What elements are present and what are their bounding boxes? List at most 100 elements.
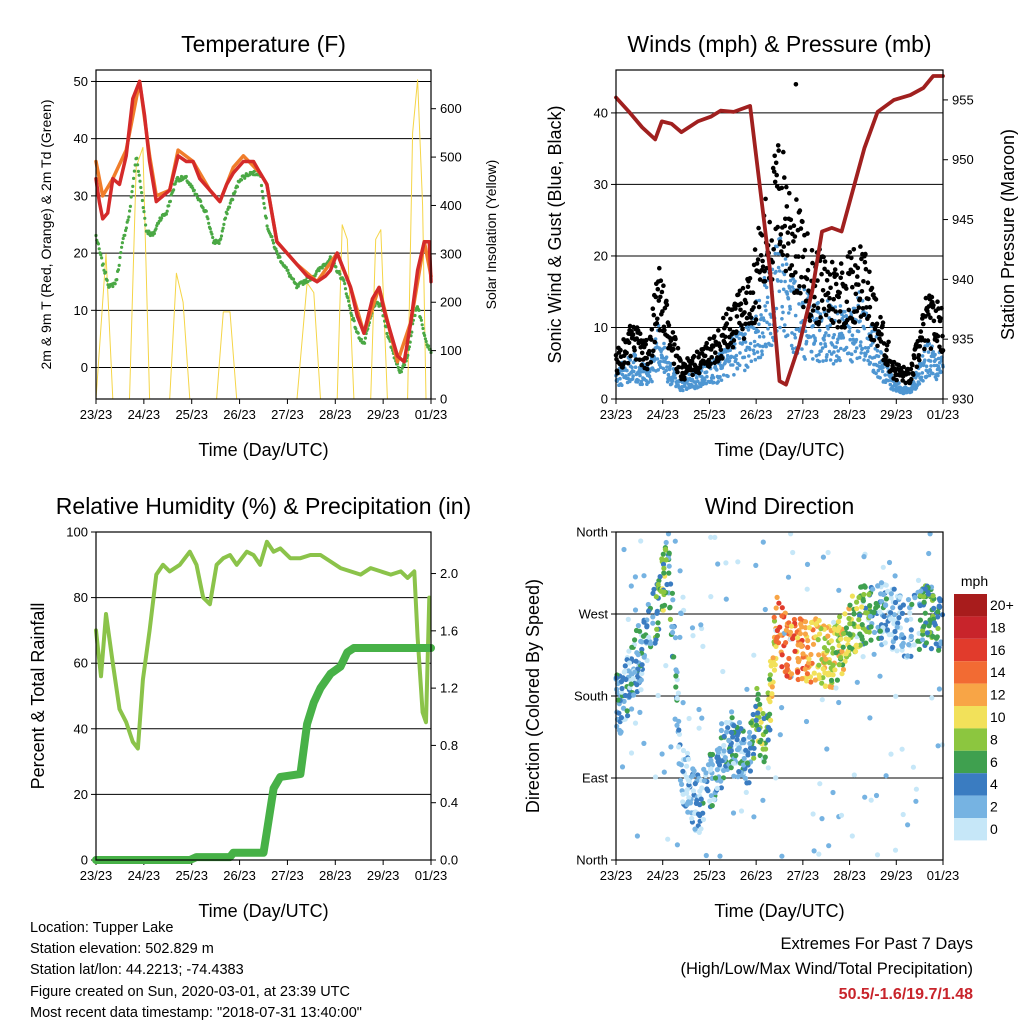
- gust-point: [660, 309, 665, 314]
- wind-point: [804, 339, 809, 344]
- direction-point: [735, 746, 741, 753]
- pressure-line: [614, 74, 945, 387]
- wind-point: [746, 328, 751, 332]
- direction-point: [616, 710, 622, 716]
- gust-point: [637, 331, 643, 337]
- wind-point: [787, 311, 791, 315]
- direction-point: [799, 676, 805, 682]
- gust-point: [627, 323, 633, 329]
- wind-point: [841, 335, 846, 340]
- direction-point: [650, 620, 656, 626]
- gust-point: [775, 143, 781, 148]
- gust-point: [928, 315, 933, 321]
- y2-tick-label: 945: [952, 212, 974, 227]
- gust-point: [691, 353, 697, 359]
- direction-point: [871, 651, 877, 657]
- direction-point: [673, 673, 679, 679]
- gust-point: [864, 305, 869, 310]
- y2-tick-label: 400: [440, 198, 462, 213]
- direction-point: [753, 703, 759, 710]
- direction-point: [634, 833, 641, 839]
- dewpoint-series-point: [239, 178, 244, 182]
- gust-point: [708, 361, 713, 367]
- gust-point: [858, 244, 863, 249]
- gust-point: [875, 343, 880, 349]
- gust-point: [789, 263, 795, 268]
- direction-point: [877, 628, 884, 634]
- gust-point: [838, 261, 844, 266]
- direction-point: [835, 628, 841, 634]
- direction-point: [773, 775, 779, 781]
- dewpoint-series-point: [135, 156, 139, 160]
- dewpoint-series-point: [344, 292, 348, 296]
- gust-point: [886, 339, 891, 345]
- direction-point: [653, 637, 659, 643]
- direction-point: [698, 622, 704, 628]
- gust-point: [679, 365, 685, 370]
- direction-point: [830, 672, 836, 678]
- gust-point: [652, 339, 658, 345]
- dewpoint-series-point: [270, 235, 274, 239]
- direction-point: [773, 605, 779, 611]
- gust-point: [837, 290, 842, 296]
- dewpoint-series-point: [363, 341, 367, 345]
- wind-point: [738, 351, 742, 355]
- wind-point: [778, 325, 782, 330]
- direction-point: [735, 774, 741, 780]
- legend-label: 4: [990, 776, 998, 792]
- wind-point: [743, 332, 747, 336]
- wind-point: [721, 373, 726, 377]
- dewpoint-series-point: [133, 163, 137, 167]
- direction-point: [622, 692, 629, 699]
- direction-point: [929, 695, 935, 701]
- wind-point: [630, 377, 635, 381]
- direction-point: [615, 697, 621, 703]
- gust-point: [914, 364, 920, 370]
- direction-point: [708, 757, 714, 763]
- direction-point: [765, 724, 772, 731]
- plot-border: [95, 69, 432, 400]
- dewpoint-series-point: [101, 262, 105, 266]
- gust-point: [844, 286, 849, 291]
- direction-point: [913, 798, 919, 804]
- direction-point: [762, 606, 768, 613]
- direction-point: [685, 809, 691, 815]
- direction-point: [824, 648, 830, 654]
- gust-point: [807, 318, 813, 323]
- wind-point: [780, 263, 785, 267]
- gust-point: [873, 297, 879, 302]
- temp-2m-line: [94, 79, 433, 364]
- direction-point: [744, 686, 750, 692]
- x-tick-label: 25/23: [175, 868, 208, 883]
- gust-point: [800, 254, 806, 260]
- wind-point: [863, 346, 868, 350]
- gust-point: [707, 336, 712, 342]
- direction-point: [639, 670, 645, 677]
- direction-point: [751, 652, 757, 658]
- dewpoint-series-point: [136, 163, 140, 167]
- direction-point: [660, 561, 667, 568]
- y-tick-label: 40: [74, 721, 88, 736]
- gust-point: [901, 364, 906, 370]
- direction-point: [810, 641, 817, 647]
- direction-point: [729, 730, 735, 736]
- direction-point: [923, 640, 930, 646]
- gust-point: [788, 217, 794, 223]
- direction-point: [823, 656, 829, 662]
- wind-point: [811, 357, 815, 361]
- legend-swatch: [954, 616, 987, 639]
- gust-point: [861, 279, 866, 284]
- wind-point: [875, 349, 880, 353]
- y-axis-label: Percent & Total Rainfall: [28, 603, 48, 790]
- gust-point: [822, 266, 827, 272]
- gust-point: [820, 288, 826, 293]
- wind-point: [808, 335, 813, 339]
- direction-point: [840, 644, 846, 650]
- gust-point: [655, 316, 660, 322]
- direction-point: [708, 534, 714, 540]
- gust-point: [928, 346, 934, 351]
- direction-point: [730, 760, 737, 766]
- dewpoint-series-point: [260, 189, 264, 194]
- dewpoint-series-point: [385, 331, 389, 336]
- extremes-subtitle: (High/Low/Max Wind/Total Precipitation): [680, 960, 973, 978]
